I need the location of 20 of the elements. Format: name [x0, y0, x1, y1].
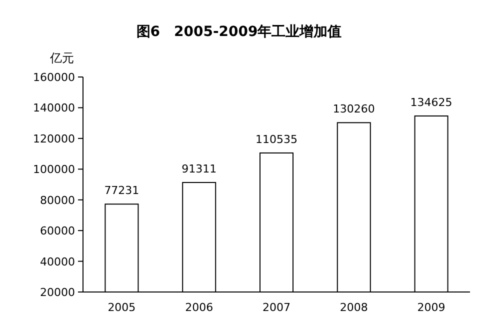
y-axis-title: 亿元 — [49, 51, 74, 65]
data-label: 134625 — [410, 96, 452, 109]
data-label: 91311 — [182, 162, 217, 176]
y-tick-label: 120000 — [33, 132, 75, 146]
x-tick-label: 2009 — [417, 301, 446, 314]
x-tick-label: 2006 — [185, 301, 214, 314]
y-tick-label: 40000 — [40, 255, 75, 268]
y-tick-label: 160000 — [33, 71, 75, 84]
x-tick-label: 2008 — [340, 301, 368, 314]
data-label: 130260 — [332, 102, 375, 116]
y-tick-label: 20000 — [40, 286, 75, 299]
data-label: 110535 — [256, 132, 298, 146]
y-tick-label: 60000 — [40, 224, 75, 238]
y-tick-label: 100000 — [33, 163, 75, 176]
y-tick-label: 80000 — [40, 194, 75, 207]
x-tick-label: 2005 — [108, 301, 136, 314]
x-tick-label: 2007 — [262, 301, 290, 314]
chart-title: 图6 2005-2009年工业增加值 — [136, 24, 342, 40]
data-label: 77231 — [104, 184, 140, 198]
y-tick-label: 140000 — [33, 102, 75, 115]
